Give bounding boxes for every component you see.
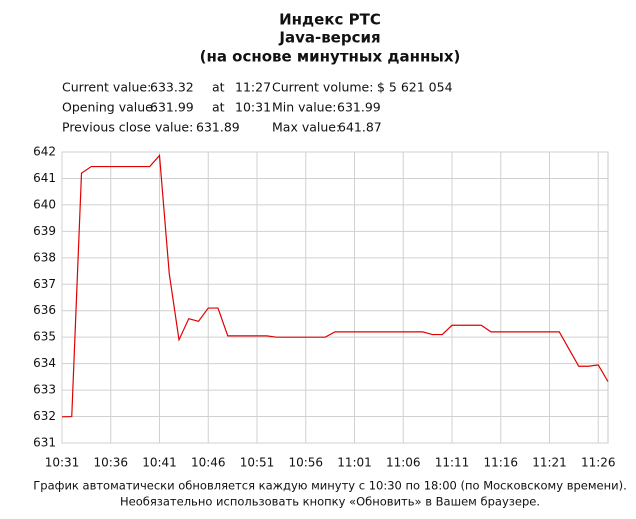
y-tick-label: 635 [33, 330, 56, 344]
info-label: Min value: [272, 100, 337, 115]
y-tick-label: 640 [33, 197, 56, 211]
price-line [61, 153, 609, 418]
x-tick-label: 10:56 [288, 456, 323, 470]
info-value: 631.99 [150, 100, 194, 115]
x-tick-label: 11:16 [483, 456, 518, 470]
info-text: at [212, 100, 225, 115]
footer-line: Необязательно использовать кнопку «Обнов… [120, 495, 540, 509]
y-tick-label: 631 [33, 436, 56, 450]
info-label: Previous close value: [62, 120, 193, 135]
info-label: Current volume: [272, 80, 373, 95]
x-tick-label: 11:11 [435, 456, 470, 470]
title-line: (на основе минутных данных) [200, 48, 461, 66]
info-value: 631.99 [337, 100, 381, 115]
info-value: 10:31 [235, 100, 271, 115]
y-tick-label: 633 [33, 383, 56, 397]
x-tick-label: 11:01 [337, 456, 372, 470]
info-value: 11:27 [235, 80, 271, 95]
y-tick-label: 632 [33, 409, 56, 423]
y-tick-label: 637 [33, 277, 56, 291]
info-value: 641.87 [338, 120, 382, 135]
info-value: $ 5 621 054 [377, 80, 453, 95]
title-line: Индекс РТС [279, 11, 381, 29]
info-label: Current value: [62, 80, 151, 95]
info-label: Max value: [272, 120, 340, 135]
info-value: 633.32 [150, 80, 194, 95]
title-line: Java-версия [278, 29, 380, 47]
info-label: Opening value: [62, 100, 157, 115]
x-tick-label: 10:41 [142, 456, 177, 470]
x-tick-label: 10:36 [93, 456, 128, 470]
y-tick-label: 634 [33, 356, 56, 370]
y-tick-label: 642 [33, 145, 56, 159]
x-tick-label: 11:26 [581, 456, 616, 470]
y-tick-label: 636 [33, 303, 56, 317]
x-tick-label: 10:31 [45, 456, 80, 470]
info-value: 631.89 [196, 120, 240, 135]
y-tick-label: 641 [33, 171, 56, 185]
x-tick-label: 11:21 [532, 456, 567, 470]
y-tick-label: 638 [33, 250, 56, 264]
x-tick-label: 10:46 [191, 456, 226, 470]
plot-area [61, 151, 609, 444]
x-tick-label: 10:51 [240, 456, 275, 470]
y-tick-label: 639 [33, 224, 56, 238]
x-tick-label: 11:06 [386, 456, 421, 470]
info-text: at [212, 80, 225, 95]
footer-line: График автоматически обновляется каждую … [33, 479, 626, 493]
